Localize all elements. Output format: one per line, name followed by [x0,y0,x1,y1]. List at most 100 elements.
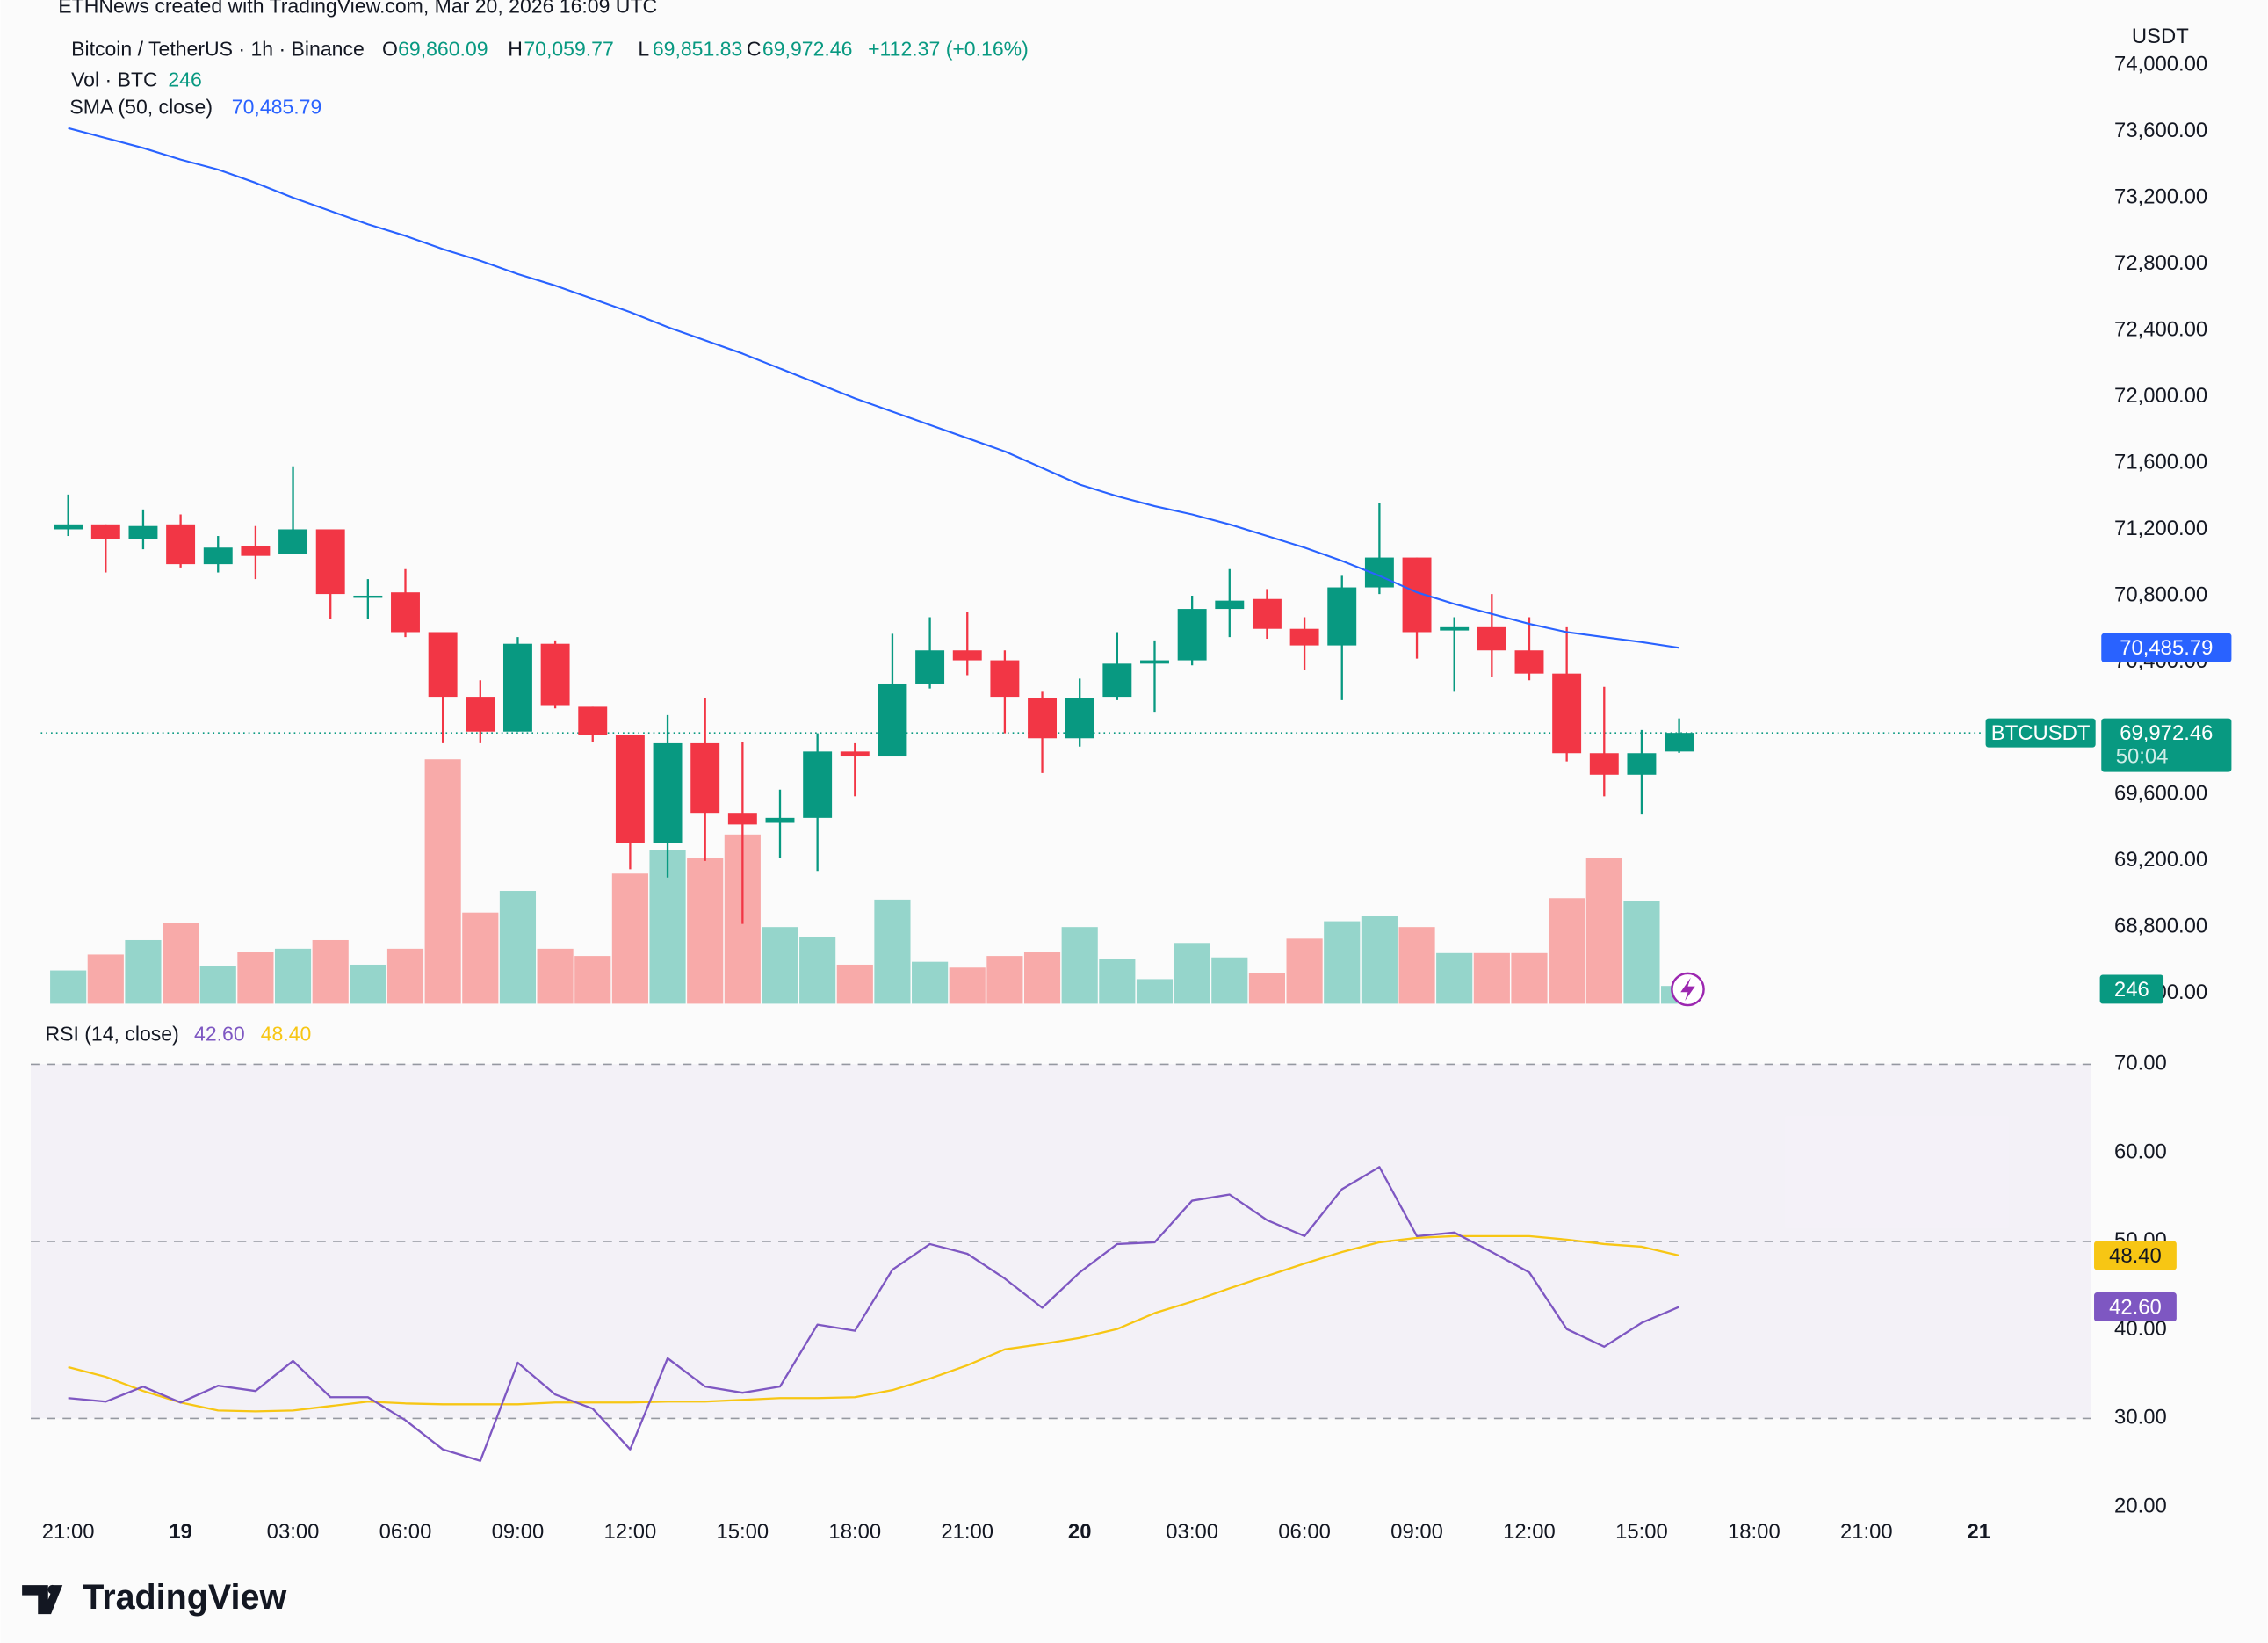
rsi-legend: RSI (14, close) [45,1023,178,1046]
volume-bar [1211,957,1248,1004]
volume-tag-box [2099,974,2164,1004]
volume-bar [611,873,648,1004]
volume-bar [462,912,499,1004]
chart-title: Bitcoin / TetherUS · 1h · Binance [71,38,365,61]
volume-bar [1248,973,1286,1004]
candle-body [1177,609,1207,661]
volume-bar [1549,898,1585,1004]
candle-body [803,751,833,818]
rsi-line [68,1166,1680,1462]
volume-bar [1324,921,1361,1004]
candle-body [166,524,196,565]
credit: ETHNews created with TradingView.com, Ma… [58,0,657,17]
legend-open-label: O [382,38,398,61]
rsi-sma-legend-value: 48.40 [261,1023,312,1046]
volume-bar [762,927,798,1004]
volume-bar [874,899,911,1004]
y-tick-label: 72,000.00 [2114,384,2207,408]
symbol-tag-box [1985,718,2096,748]
y-tick-label: 60.00 [2114,1140,2167,1163]
candle-body [1477,626,1506,651]
legend-high-label: H [508,38,523,61]
volume-bar [1473,952,1510,1004]
volume-bar [537,948,574,1004]
y-tick-label: 71,200.00 [2114,517,2207,540]
volume-bar [1623,901,1660,1004]
candle-body [466,697,495,732]
sma-price-tag: 70,485.79 [2120,636,2213,660]
x-tick-label: 12:00 [604,1520,657,1544]
candle-body [1514,650,1544,674]
volume-bar [1099,959,1136,1004]
volume-bar [1023,952,1061,1004]
candle-body [278,529,308,554]
rsi-line [68,1234,1679,1413]
candle-body [428,632,458,698]
volume-legend-value: 246 [168,68,201,90]
volume-bar [836,964,873,1004]
y-tick-label: 73,600.00 [2114,119,2207,142]
legend-change: +112.37 (+0.16%) [868,38,1029,61]
x-tick-label: 18:00 [828,1520,881,1544]
x-tick-label: 12:00 [1503,1520,1556,1544]
legend-open: 69,860.09 [398,38,488,61]
candle-body [653,742,683,843]
candle-body [1552,673,1582,754]
volume-bar [1398,927,1435,1004]
candle-body [727,813,757,825]
candle-body [578,706,608,735]
x-tick-label: 21:00 [1840,1520,1893,1544]
rsi-tag-box [2094,1292,2177,1321]
y-tick-label: 69,200.00 [2114,848,2207,872]
volume-marker [1671,972,1705,1007]
symbol-tag: BTCUSDT [1991,721,2091,745]
volume-bar [312,939,349,1004]
volume-bar [1286,938,1323,1004]
volume-bar [424,759,461,1004]
volume-bar [274,948,312,1004]
legend-high: 70,059.77 [524,38,613,61]
candle-body [241,546,271,556]
x-tick-label: 15:00 [1615,1520,1668,1544]
candle-body [502,643,532,732]
volume-bar [50,970,87,1004]
volume-bar [1061,927,1098,1004]
volume-bar [386,948,424,1004]
candle-body [1140,660,1169,664]
sma-line [68,127,1679,649]
candle-body [1627,753,1657,775]
candle-body [1440,626,1470,631]
y-tick-label: 70.00 [2114,1052,2167,1075]
y-tick-label: 70,800.00 [2114,583,2207,606]
x-tick-label: 09:00 [492,1520,545,1544]
volume-bar [1511,952,1548,1004]
rsi-legend-value: 42.60 [194,1023,245,1046]
volume-bar [1174,943,1210,1004]
y-tick-label: 72,400.00 [2114,317,2207,341]
volume-bar [499,891,537,1004]
x-tick-label: 21 [1968,1520,1991,1544]
legend-low-label: L [638,38,649,61]
candle-body [1289,628,1319,646]
rsi-tag: 48.40 [2109,1244,2162,1268]
candle-body [54,524,83,530]
x-tick-label: 21:00 [42,1520,95,1544]
volume-bar [350,964,386,1004]
volume-bar [237,952,274,1004]
volume-marker-bolt [1680,977,1695,1002]
y-tick-label: 74,000.00 [2114,52,2207,76]
y-tick-label: 68,800.00 [2114,915,2207,938]
volume-bar [799,937,836,1004]
x-tick-label: 18:00 [1728,1520,1780,1544]
volume-bar [949,967,986,1004]
volume-bar [574,956,611,1004]
unit-label: USDT [2132,25,2189,48]
x-tick-label: 03:00 [267,1520,320,1544]
y-tick-label: 73,200.00 [2114,185,2207,208]
candle-body [952,650,982,661]
y-tick-label: 20.00 [2114,1494,2167,1517]
candle-body [1102,663,1132,698]
legend-low: 69,851.83 [653,38,742,61]
rsi-tag: 42.60 [2109,1295,2162,1319]
